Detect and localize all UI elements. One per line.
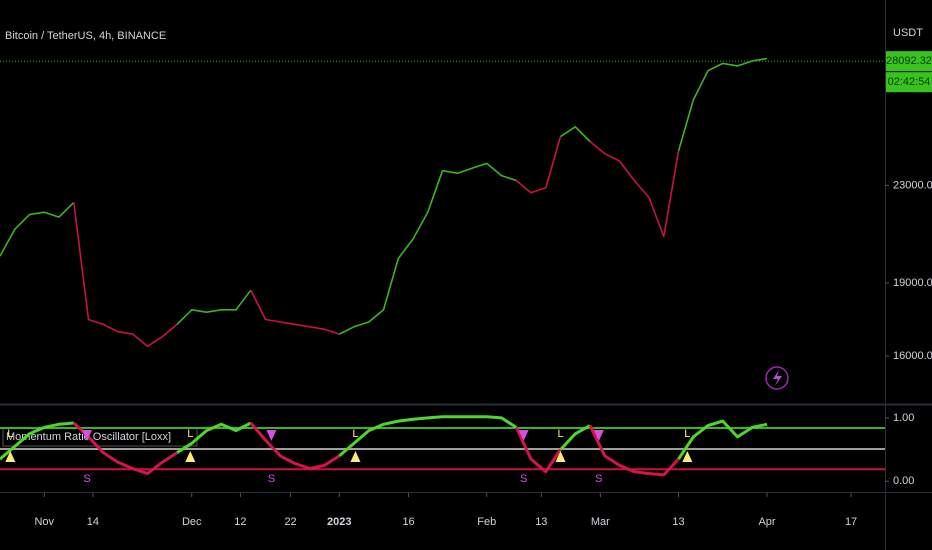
short-signal <box>518 430 529 442</box>
x-tick-label: 13 <box>535 516 547 528</box>
series-line <box>0 57 768 335</box>
signal-label: L <box>352 428 358 440</box>
x-tick-label: 2023 <box>327 516 351 528</box>
y-tick-label: 1.00 <box>893 412 914 424</box>
signal-label: S <box>520 473 527 485</box>
x-tick-label: Nov <box>34 516 54 528</box>
signal-label: S <box>595 473 602 485</box>
chart-title: Bitcoin / TetherUS, 4h, BINANCE <box>5 30 166 42</box>
x-tick-label: Dec <box>182 516 202 528</box>
countdown-box <box>886 72 932 93</box>
x-tick-label: Mar <box>591 516 610 528</box>
signal-label: L <box>7 428 13 440</box>
y-tick-label: 19000.00 <box>893 277 932 289</box>
y-tick-label: 16000.00 <box>893 350 932 362</box>
x-tick-label: Feb <box>477 516 496 528</box>
signal-label: L <box>557 428 563 440</box>
x-tick-label: 13 <box>672 516 684 528</box>
signal-label: L <box>684 428 690 440</box>
long-signal <box>185 450 196 462</box>
alert-bolt <box>773 370 782 386</box>
long-signal <box>555 450 566 462</box>
x-tick-label: 16 <box>402 516 414 528</box>
signal-label: L <box>187 428 193 440</box>
x-tick-label: 12 <box>234 516 246 528</box>
y-tick-label: 23000.00 <box>893 179 932 191</box>
countdown-label: 02:42:54 <box>888 76 931 88</box>
long-signal <box>350 450 361 462</box>
series-line <box>73 136 680 348</box>
axis-unit: USDT <box>893 27 923 39</box>
long-signal <box>682 450 693 462</box>
last-price-label: 28092.32 <box>886 55 932 67</box>
series-line <box>0 415 768 461</box>
short-signal <box>266 430 277 442</box>
x-tick-label: 14 <box>87 516 99 528</box>
x-tick-label: 22 <box>284 516 296 528</box>
series-line <box>72 421 680 477</box>
long-signal <box>5 450 16 462</box>
short-signal <box>82 430 93 442</box>
alert-icon[interactable] <box>765 366 789 390</box>
signal-label: S <box>268 473 275 485</box>
x-tick-label: 17 <box>845 516 857 528</box>
last-price-box <box>886 51 932 72</box>
signal-label: S <box>83 473 90 485</box>
x-tick-label: Apr <box>758 516 775 528</box>
short-signal <box>593 430 604 442</box>
y-tick-label: 0.00 <box>893 475 914 487</box>
